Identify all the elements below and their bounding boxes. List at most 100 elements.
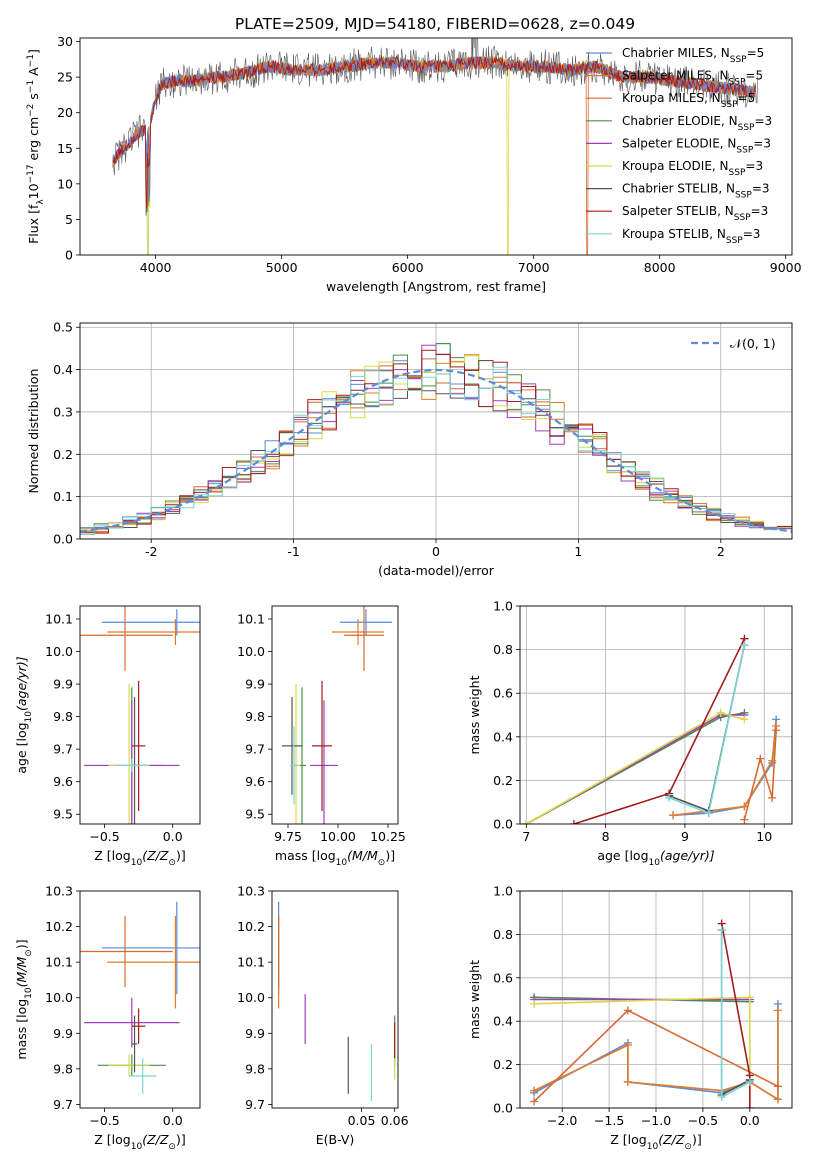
x-tick-label: -2 [145, 544, 157, 559]
label-part: erg cm [26, 117, 41, 165]
weight-marker [623, 1041, 632, 1050]
weight-marker [704, 809, 713, 818]
x-tick-label: −2.0 [547, 1113, 577, 1128]
y-tick-label: 0.2 [493, 1057, 513, 1072]
axes-frame [519, 605, 793, 825]
y-tick-label: 0.8 [493, 642, 513, 657]
label-part: −1 [26, 54, 36, 67]
x-tick-label: 8000 [644, 260, 676, 275]
label-part: Kroupa STELIB, N [622, 227, 726, 241]
label-part: E(B-V) [316, 1132, 355, 1147]
panel-spectrum: 4000 5000 6000 7000 8000 9000 0 5 10 15 20 25 30 wave… [26, 34, 802, 294]
weight-line-3 [525, 712, 745, 824]
label-part: =3 [754, 114, 772, 128]
weight-line-7 [573, 638, 746, 824]
y-tick-label: 9.9 [245, 677, 265, 692]
label-part: SSP [721, 100, 738, 110]
label-part: Salpeter ELODIE, N [622, 136, 736, 150]
label-part: ⊙ [378, 858, 386, 868]
weight-marker [569, 820, 578, 824]
weight-marker [773, 1095, 782, 1104]
label-part: 10 [336, 858, 348, 868]
x-tick-label: 9.75 [274, 829, 302, 844]
weight-marker [665, 793, 674, 802]
label-part: =3 [743, 227, 761, 241]
x-tick-label: 2 [717, 544, 725, 559]
weight-marker [530, 1086, 539, 1095]
y-tick-label: 9.6 [53, 774, 73, 789]
y-tick-label: 10.3 [237, 884, 265, 899]
legend-entry: Chabrier MILES, NSSP=5 [622, 46, 764, 65]
panel-weight-vs-Z: −2.0 −1.5 −1.0 −0.5 0.0 0.0 0.2 0.4 0.6 0.8 1.0 Z [… [467, 884, 793, 1152]
label-part: Chabrier ELODIE, N [622, 114, 738, 128]
x-axis-label: E(B-V) [316, 1132, 355, 1147]
x-tick-label: −1.5 [594, 1113, 624, 1128]
spectrum-line-6 [112, 38, 758, 216]
x-tick-label: 8 [602, 829, 610, 844]
y-tick-label: 9.7 [245, 1097, 265, 1112]
y-axis-label: mass weight [467, 675, 482, 754]
plot-area [282, 606, 392, 824]
x-tick-label: 9 [681, 829, 689, 844]
weight-line-4 [525, 714, 745, 824]
x-tick-label: −0.5 [89, 829, 119, 844]
x-tick-label: −0.5 [89, 1113, 119, 1128]
y-axis-label: age [log10(age/yr)] [14, 656, 34, 773]
y-tick-label: 0.5 [53, 320, 73, 335]
label-part: SSP [729, 168, 746, 178]
x-tick-label: 4000 [140, 260, 172, 275]
label-part: SSP [730, 55, 747, 65]
y-tick-label: 20 [57, 105, 73, 120]
label-part: )] [385, 848, 395, 863]
figure-title: PLATE=2509, MJD=54180, FIBERID=0628, z=0… [235, 15, 635, 33]
y-tick-label: 9.9 [245, 1026, 265, 1041]
y-tick-label: 9.6 [245, 774, 265, 789]
label-part: ⊙ [24, 949, 34, 957]
label-part: ⊙ [168, 858, 176, 868]
y-tick-label: 10.0 [45, 990, 73, 1005]
y-tick-label: 0.8 [493, 927, 513, 942]
y-tick-label: 0.0 [493, 817, 513, 832]
legend-entry: Chabrier STELIB, NSSP=3 [622, 182, 770, 201]
y-tick-label: 9.5 [245, 807, 265, 822]
x-tick-label: 6000 [392, 260, 424, 275]
weight-marker [768, 793, 777, 802]
weight-marker [717, 926, 726, 935]
y-tick-label: 10.3 [45, 884, 73, 899]
label-part: s [26, 93, 41, 104]
y-tick-label: 10.1 [45, 955, 73, 970]
label-part: mass weight [467, 960, 482, 1039]
label-part: ⊙ [684, 1142, 692, 1152]
y-tick-label: 0.1 [53, 489, 73, 504]
y-tick-label: 9.8 [53, 1061, 73, 1076]
panel-mass-vs-EBV: 0.05 0.06 9.7 9.8 9.9 10.0 10.1 10.2 10.3 E(B-V) [237, 884, 408, 1148]
label-part: A [26, 67, 41, 80]
label-part: −2 [26, 104, 36, 117]
y-tick-label: 15 [57, 141, 73, 156]
label-part: Kroupa ELODIE, N [622, 159, 729, 173]
plot-area [522, 634, 781, 824]
weight-line-2 [743, 730, 777, 820]
label-part: (M/M [14, 957, 29, 988]
label-part: (M/M [347, 848, 378, 863]
label-part: Z [log [94, 848, 130, 863]
legend-entry: Kroupa MILES, NSSP=5 [622, 91, 755, 110]
axes-frame [79, 605, 201, 825]
axes-frame [271, 890, 399, 1109]
legend-entry: 𝒩(0, 1) [730, 336, 776, 351]
x-tick-label: 0.0 [163, 1113, 183, 1128]
y-tick-label: 9.7 [53, 1097, 73, 1112]
label-part: SSP [736, 145, 753, 155]
y-tick-label: 0.3 [53, 404, 73, 419]
weight-marker [530, 1097, 539, 1106]
normal-curve [80, 368, 792, 533]
label-part: ] [26, 49, 41, 54]
y-tick-label: 10 [57, 176, 73, 191]
label-part: wavelength [Angstrom, rest frame] [326, 279, 546, 294]
label-part: mass [log [275, 848, 336, 863]
label-part: 10 [24, 711, 34, 723]
x-axis-label: Z [log10(Z/Z⊙)] [94, 848, 185, 868]
label-part: SSP [726, 236, 743, 246]
y-tick-label: 0 [65, 248, 73, 263]
x-tick-label: 1 [574, 544, 582, 559]
